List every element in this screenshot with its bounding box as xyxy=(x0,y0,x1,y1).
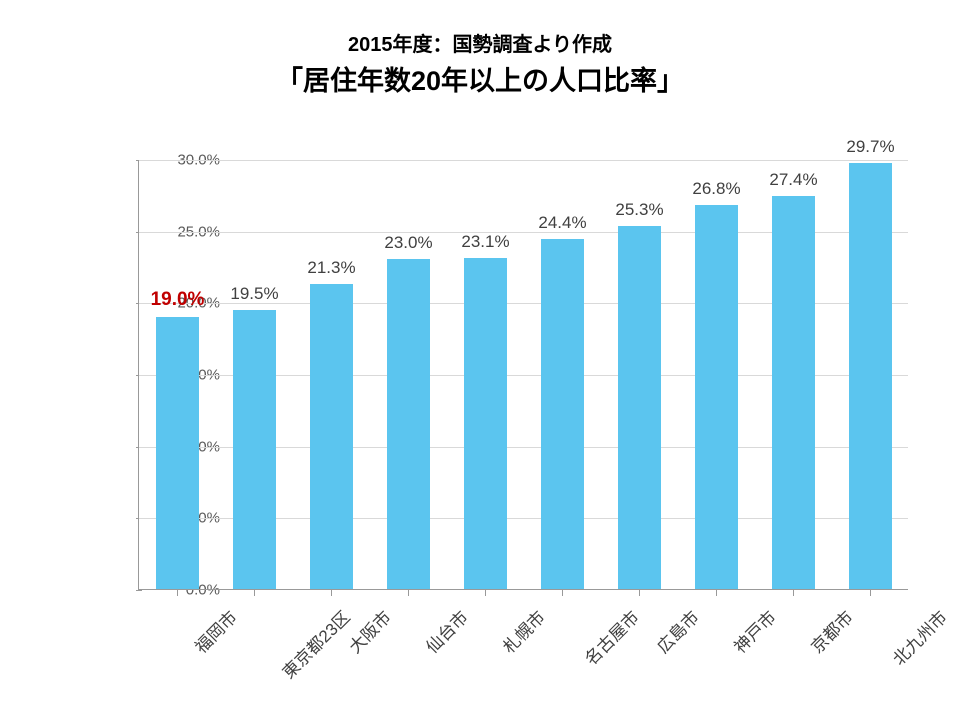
x-tick-label: 広島市 xyxy=(649,604,703,658)
x-tick-mark xyxy=(562,590,563,596)
plot-area: 19.0%19.5%21.3%23.0%23.1%24.4%25.3%26.8%… xyxy=(138,160,908,590)
x-tick-mark xyxy=(254,590,255,596)
x-tick-label: 京都市 xyxy=(803,604,857,658)
chart-title: 「居住年数20年以上の人口比率」 xyxy=(0,59,960,98)
bar-value-label: 27.4% xyxy=(734,170,854,190)
x-tick-mark xyxy=(485,590,486,596)
chart-area: 0.0%5.0%10.0%15.0%20.0%25.0%30.0% 19.0%1… xyxy=(60,120,920,680)
x-tick-mark xyxy=(716,590,717,596)
bar xyxy=(695,205,738,589)
x-tick-mark xyxy=(177,590,178,596)
x-tick-mark xyxy=(408,590,409,596)
x-tick-mark xyxy=(639,590,640,596)
chart-subtitle: 2015年度：国勢調査より作成 xyxy=(0,28,960,57)
bar xyxy=(464,258,507,589)
bar xyxy=(541,239,584,589)
x-tick-label: 北九州市 xyxy=(885,604,951,670)
bar xyxy=(387,259,430,589)
bar xyxy=(233,310,276,590)
bar-value-label: 25.3% xyxy=(580,200,700,220)
bar-value-label: 21.3% xyxy=(272,258,392,278)
bar xyxy=(310,284,353,589)
x-tick-label: 札幌市 xyxy=(495,604,549,658)
x-tick-label: 名古屋市 xyxy=(577,604,643,670)
x-tick-label: 大阪市 xyxy=(341,604,395,658)
y-tick-mark xyxy=(136,590,142,591)
x-tick-mark xyxy=(793,590,794,596)
x-tick-label: 仙台市 xyxy=(418,604,472,658)
x-tick-label: 東京都23区 xyxy=(275,604,354,683)
bar-value-label: 23.1% xyxy=(426,232,546,252)
x-tick-mark xyxy=(870,590,871,596)
x-tick-label: 福岡市 xyxy=(187,604,241,658)
x-tick-label: 神戸市 xyxy=(726,604,780,658)
bar-value-label: 29.7% xyxy=(811,137,931,157)
bar xyxy=(156,317,199,589)
bar xyxy=(618,226,661,589)
x-tick-mark xyxy=(331,590,332,596)
bar xyxy=(772,196,815,589)
bar-value-label: 19.5% xyxy=(195,284,315,304)
bar xyxy=(849,163,892,589)
